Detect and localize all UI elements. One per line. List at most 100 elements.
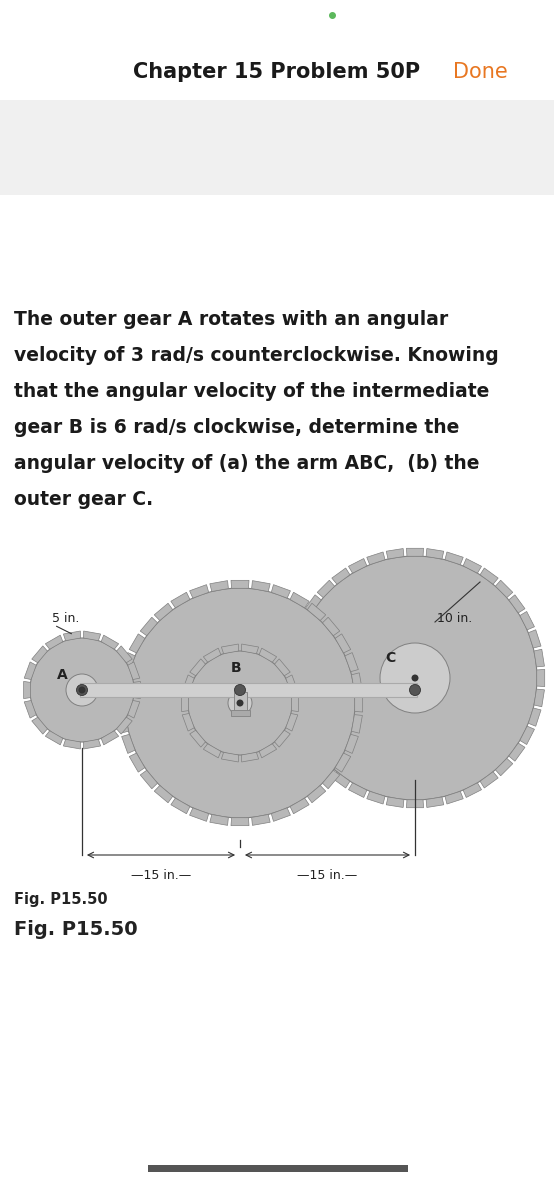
- Polygon shape: [285, 670, 293, 686]
- Circle shape: [293, 556, 537, 800]
- Polygon shape: [290, 593, 309, 608]
- Polygon shape: [128, 662, 140, 679]
- Text: B: B: [230, 661, 242, 674]
- Polygon shape: [101, 731, 119, 745]
- Circle shape: [228, 691, 252, 715]
- Polygon shape: [63, 739, 80, 749]
- Polygon shape: [222, 752, 239, 762]
- Polygon shape: [171, 593, 190, 608]
- Polygon shape: [307, 786, 326, 803]
- Circle shape: [237, 700, 244, 707]
- Circle shape: [79, 686, 85, 694]
- Polygon shape: [534, 649, 545, 667]
- Polygon shape: [426, 548, 444, 559]
- Polygon shape: [317, 581, 335, 598]
- Polygon shape: [171, 798, 190, 814]
- Text: angular velocity of (a) the arm ABC,  (b) the: angular velocity of (a) the arm ABC, (b)…: [14, 454, 480, 473]
- Polygon shape: [242, 752, 259, 762]
- Text: Chapter 15 Problem 50P: Chapter 15 Problem 50P: [134, 62, 420, 82]
- Polygon shape: [305, 595, 321, 613]
- Polygon shape: [32, 718, 48, 734]
- Polygon shape: [295, 726, 310, 744]
- Polygon shape: [275, 659, 290, 676]
- Polygon shape: [520, 726, 535, 744]
- Text: velocity of 3 rad/s counterclockwise. Knowing: velocity of 3 rad/s counterclockwise. Kn…: [14, 346, 499, 365]
- Text: Fig. P15.50: Fig. P15.50: [14, 892, 107, 907]
- Circle shape: [412, 674, 418, 682]
- Polygon shape: [332, 772, 350, 788]
- Text: 10 in.: 10 in.: [437, 612, 472, 624]
- Polygon shape: [386, 548, 404, 559]
- Polygon shape: [84, 739, 101, 749]
- Polygon shape: [182, 674, 194, 692]
- Polygon shape: [348, 782, 367, 798]
- Polygon shape: [367, 552, 385, 565]
- Circle shape: [234, 684, 245, 696]
- Polygon shape: [322, 770, 340, 788]
- Polygon shape: [154, 604, 173, 620]
- Polygon shape: [190, 731, 206, 748]
- Circle shape: [380, 643, 450, 713]
- Text: Fig. P15.50: Fig. P15.50: [14, 920, 137, 938]
- Polygon shape: [122, 653, 135, 672]
- Polygon shape: [84, 631, 101, 641]
- Polygon shape: [116, 646, 132, 662]
- Polygon shape: [463, 558, 481, 574]
- Polygon shape: [295, 612, 310, 630]
- Polygon shape: [101, 635, 119, 649]
- Polygon shape: [445, 552, 463, 565]
- Polygon shape: [231, 581, 249, 588]
- Text: Done: Done: [453, 62, 508, 82]
- Polygon shape: [24, 701, 36, 718]
- Text: C: C: [385, 650, 395, 665]
- Circle shape: [66, 674, 98, 706]
- Bar: [230, 710, 249, 716]
- Polygon shape: [386, 797, 404, 808]
- Polygon shape: [509, 743, 525, 761]
- Polygon shape: [210, 815, 228, 826]
- Polygon shape: [129, 754, 145, 772]
- Polygon shape: [351, 673, 362, 691]
- Text: outer gear C.: outer gear C.: [14, 490, 153, 509]
- Polygon shape: [286, 714, 298, 731]
- Polygon shape: [210, 581, 228, 592]
- Polygon shape: [252, 581, 270, 592]
- Polygon shape: [285, 649, 296, 667]
- Polygon shape: [367, 791, 385, 804]
- Polygon shape: [189, 808, 209, 821]
- Polygon shape: [289, 708, 302, 726]
- Text: A: A: [57, 668, 68, 682]
- Bar: [0, 100, 554, 194]
- Polygon shape: [495, 758, 513, 775]
- Bar: [148, 1165, 408, 1172]
- Text: 5 in.: 5 in.: [52, 612, 79, 624]
- Polygon shape: [289, 630, 302, 648]
- Polygon shape: [305, 743, 321, 761]
- Polygon shape: [322, 617, 340, 636]
- Bar: [80, 683, 417, 697]
- Polygon shape: [222, 644, 239, 654]
- Polygon shape: [190, 659, 206, 676]
- Polygon shape: [463, 782, 481, 798]
- Polygon shape: [355, 694, 363, 712]
- Polygon shape: [345, 653, 358, 672]
- Polygon shape: [291, 695, 299, 712]
- Polygon shape: [345, 734, 358, 754]
- Text: —15 in.—: —15 in.—: [131, 869, 191, 882]
- Polygon shape: [24, 662, 36, 679]
- Polygon shape: [426, 797, 444, 808]
- Polygon shape: [271, 808, 290, 821]
- Polygon shape: [32, 646, 48, 662]
- Polygon shape: [529, 630, 541, 648]
- Circle shape: [30, 638, 134, 742]
- Polygon shape: [231, 817, 249, 826]
- Polygon shape: [128, 701, 140, 718]
- Polygon shape: [45, 731, 63, 745]
- Polygon shape: [335, 634, 351, 653]
- Polygon shape: [317, 758, 335, 775]
- Polygon shape: [182, 695, 188, 712]
- Circle shape: [210, 673, 270, 733]
- Polygon shape: [407, 799, 424, 808]
- Polygon shape: [480, 568, 498, 584]
- Text: The outer gear A rotates with an angular: The outer gear A rotates with an angular: [14, 310, 448, 329]
